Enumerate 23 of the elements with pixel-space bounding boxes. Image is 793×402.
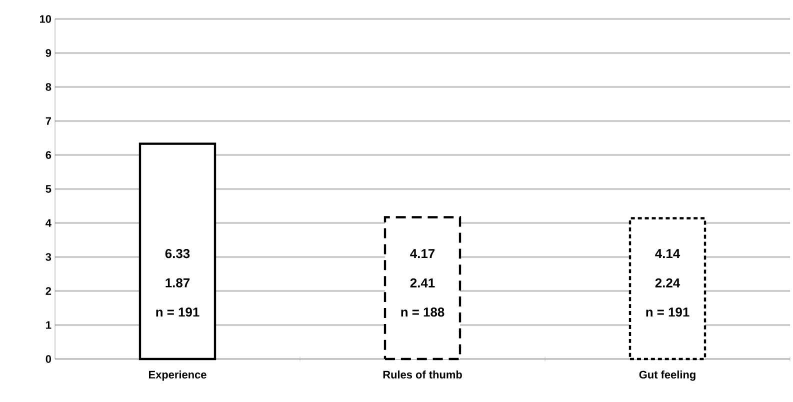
y-tick-label: 2	[46, 287, 52, 295]
y-tick-label: 10	[40, 15, 52, 23]
x-tick-label: Gut feeling	[639, 370, 696, 381]
y-tick-label: 0	[46, 355, 52, 363]
y-tick-label: 5	[46, 185, 52, 193]
annotation: n = 188	[401, 307, 444, 317]
annotation: 2.24	[655, 278, 680, 288]
y-tick-label: 9	[46, 49, 52, 57]
y-tick-label: 3	[46, 253, 52, 261]
annotation: 4.14	[655, 249, 680, 258]
annotation: 1.87	[166, 278, 190, 288]
y-tick-label: 4	[46, 219, 52, 227]
x-tick-label: Rules of thumb	[383, 370, 462, 379]
annotation: 6.33	[165, 249, 190, 258]
y-tick-label: 8	[46, 83, 52, 91]
annotation: 4.17	[410, 249, 435, 258]
y-tick-label: 1	[46, 321, 52, 329]
y-tick-label: 7	[46, 117, 51, 125]
x-tick-label: Experience	[148, 370, 206, 381]
y-tick-label: 6	[46, 151, 52, 159]
annotation: n = 191	[646, 307, 690, 317]
annotation: n = 191	[156, 307, 200, 317]
annotation: 2.41	[410, 278, 435, 288]
